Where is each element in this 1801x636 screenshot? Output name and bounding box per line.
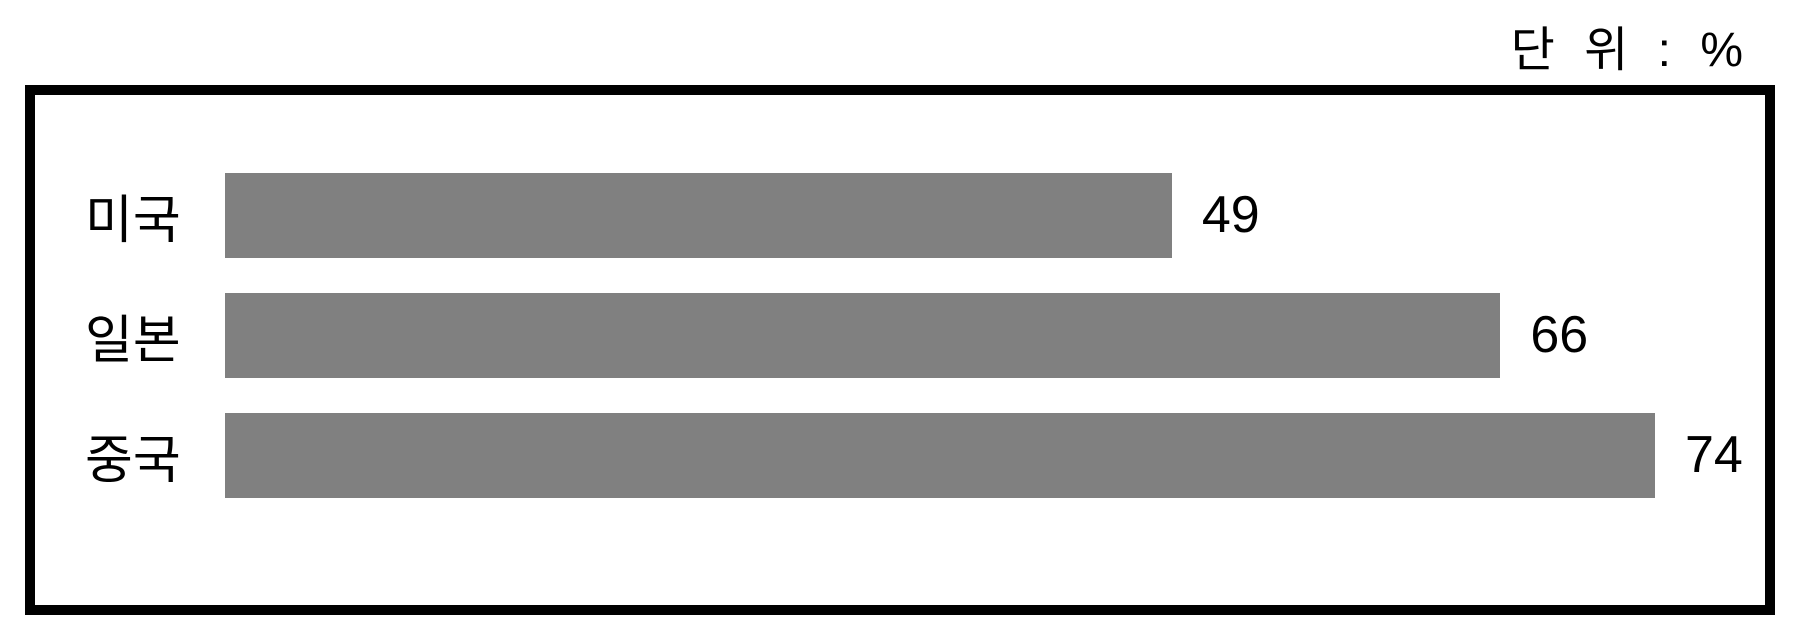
bar-label-usa: 미국 — [85, 178, 225, 253]
bar-row: 중국 74 — [85, 410, 1735, 500]
bar-label-china: 중국 — [85, 418, 225, 493]
unit-label: 단 위 : % — [1511, 10, 1751, 80]
bar-area: 74 — [225, 413, 1743, 498]
bar-label-japan: 일본 — [85, 298, 225, 373]
chart-container: 미국 49 일본 66 중국 74 — [25, 85, 1775, 615]
bar-value-china: 74 — [1685, 425, 1743, 485]
bar-value-japan: 66 — [1530, 305, 1588, 365]
bar-china — [225, 413, 1655, 498]
bar-value-usa: 49 — [1202, 185, 1260, 245]
bar-row: 미국 49 — [85, 170, 1735, 260]
bar-row: 일본 66 — [85, 290, 1735, 380]
bar-area: 66 — [225, 293, 1735, 378]
bar-japan — [225, 293, 1500, 378]
bar-usa — [225, 173, 1172, 258]
bar-area: 49 — [225, 173, 1735, 258]
